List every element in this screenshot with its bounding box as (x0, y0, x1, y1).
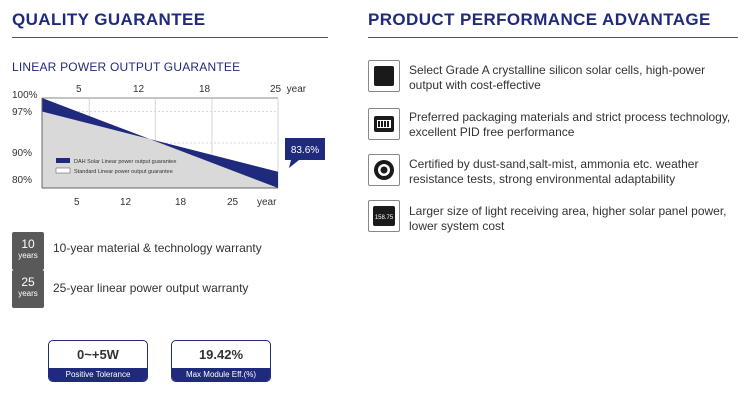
x-tick-top-label: 18 (199, 84, 211, 95)
warranty-years-number: 25 (21, 275, 35, 289)
efficiency-value: 19.42% (198, 347, 244, 362)
legend-swatch-dah (56, 158, 70, 163)
annotation-pointer (289, 160, 299, 168)
chart-subtitle: LINEAR POWER OUTPUT GUARANTEE (12, 60, 241, 74)
warranty-years-unit: years (18, 251, 38, 260)
power-output-chart: DAH Solar Linear power output guarantee S… (41, 97, 325, 189)
x-tick-bottom-label: 12 (120, 197, 132, 208)
panel-size-label: 158.75 (375, 215, 394, 221)
quality-heading: QUALITY GUARANTEE (12, 10, 206, 29)
tolerance-badge: 0~+5W Positive Tolerance (48, 340, 148, 382)
feature-text: Select Grade A crystalline silicon solar… (409, 63, 706, 92)
y-tick-label: 80% (12, 175, 33, 186)
warranty-10-text: 10-year material & technology warranty (53, 241, 262, 255)
heading-divider-right (368, 37, 738, 38)
x-tick-top-label: 12 (133, 84, 145, 95)
annotation-box (285, 138, 325, 160)
x-tick-top-label: 25 year (270, 84, 307, 95)
feature-text: Certified by dust-sand,salt-mist, ammoni… (409, 157, 699, 186)
y-tick-label: 97% (12, 107, 33, 118)
warranty-10-badge: 10 years (12, 232, 44, 270)
legend-swatch-standard (55, 167, 71, 174)
warranty-25-badge: 25 years (12, 270, 44, 308)
x-tick-bottom-label: year (257, 197, 277, 208)
package-icon (368, 108, 400, 140)
feature-text: Larger size of light receiving area, hig… (409, 204, 727, 233)
feature-text: Preferred packaging materials and strict… (409, 110, 731, 139)
x-tick-bottom-label: 5 (74, 197, 80, 208)
performance-heading: PRODUCT PERFORMANCE ADVANTAGE (368, 10, 711, 29)
heading-divider-left (12, 37, 328, 38)
tolerance-label: Positive Tolerance (49, 368, 147, 381)
warranty-years-number: 10 (21, 237, 35, 251)
annotation-label: 83.6% (291, 145, 319, 156)
panel-size-icon: 158.75 (368, 200, 400, 232)
x-tick-bottom-label: 18 (175, 197, 187, 208)
efficiency-label: Max Module Eff.(%) (172, 368, 270, 381)
warranty-years-unit: years (18, 289, 38, 298)
y-tick-label: 100% (12, 90, 38, 101)
x-tick-bottom-label: 25 (227, 197, 239, 208)
warranty-25-text: 25-year linear power output warranty (53, 281, 249, 295)
legend-label-dah: DAH Solar Linear power output guarantee (74, 159, 176, 165)
y-tick-label: 90% (12, 148, 33, 159)
solar-cell-icon (368, 60, 400, 92)
legend-label-standard: Standard Linear power output guarantee (74, 169, 173, 175)
dah-guarantee-band (42, 98, 278, 188)
x-tick-top-label: 5 (76, 84, 82, 95)
efficiency-badge: 19.42% Max Module Eff.(%) (171, 340, 271, 382)
shield-ring-icon (368, 154, 400, 186)
tolerance-value: 0~+5W (77, 347, 119, 362)
